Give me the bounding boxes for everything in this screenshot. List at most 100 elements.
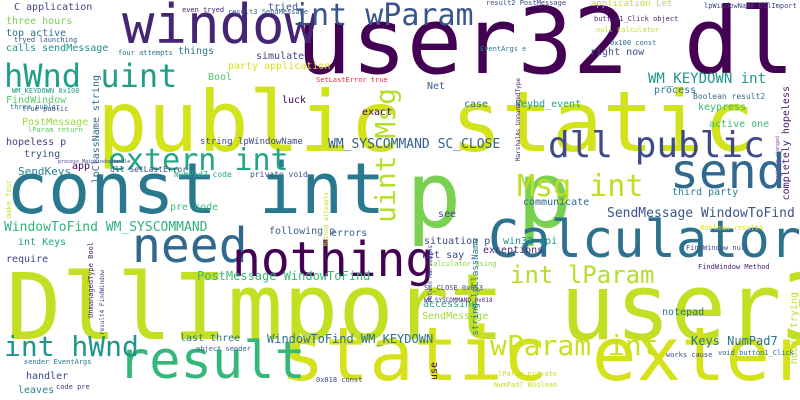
word-string-lpwindowname: string lpWindowName — [200, 137, 303, 147]
word-notepad: notepad — [662, 307, 705, 318]
word-let-say: Let say — [422, 250, 465, 261]
word-object-sender: object sender — [196, 345, 251, 353]
word-works-cause: works cause — [666, 351, 713, 359]
word-wm-keydown-int: WM_KEYDOWN int — [648, 71, 767, 87]
word-see: see — [438, 209, 457, 220]
word-require: require — [6, 254, 49, 265]
word-sendmessage-windowtofind: SendMessage WindowToFind — [607, 206, 795, 221]
word-findwindow-method: FindWindow Method — [698, 263, 770, 271]
word-unmanagedtype-bool: UnmanagedType Bool — [87, 242, 95, 318]
word-marshalas-unmanagedtype: MarshalAs UnmanagedType — [515, 78, 522, 162]
word-app: app — [72, 161, 91, 172]
word-numpad7-boolean: NumPad7 Boolean — [494, 381, 558, 389]
word-third-party: third party — [672, 187, 739, 198]
word-exceptions: exceptions — [483, 245, 544, 256]
word-lparam-return: lParam return — [28, 126, 83, 134]
word-string-lpclassname: string lpClassName — [471, 238, 481, 336]
word-0x100-const: 0x100 const — [610, 39, 657, 47]
word-three-public: three public — [10, 103, 61, 111]
word-hopeless-p: hopeless p — [6, 137, 67, 148]
word-dll-public: dll public — [548, 125, 765, 166]
word-luck: luck — [282, 95, 307, 106]
word-int-wparam: int wParam — [293, 0, 474, 33]
word-tried: tried — [268, 2, 299, 13]
word-windowtofind-wm-syscommand: WindowToFind WM_SYSCOMMAND — [4, 220, 208, 235]
word-postmessage: PostMessage — [22, 117, 89, 128]
word-lpclassname-string: lpClassName string — [91, 75, 102, 184]
word-postmessage-windowtofind: PostMessage WindowToFind — [197, 269, 371, 283]
word-trying: trying — [24, 149, 61, 160]
word-dll-setlasterror: dll SetLastError — [110, 165, 188, 174]
word-c-application: C application — [14, 2, 93, 13]
word-lpwindowname-dllimport: lpWindowName DllImport — [704, 2, 797, 10]
word-last-three: last three — [180, 333, 241, 344]
word-boolean-result2: Boolean result2 — [693, 92, 766, 101]
word-three-hours: three hours — [6, 16, 73, 27]
word-exact: exact — [362, 107, 393, 118]
word-make-four: make four — [5, 180, 13, 218]
word-method-attempts: Method attempts — [323, 192, 330, 247]
word-setlasterror-true: SetLastError true — [316, 76, 388, 84]
word-party-application: party application — [228, 61, 331, 72]
word-sendkeys: SendKeys — [18, 165, 71, 178]
word-following-p: following p — [269, 226, 336, 237]
word-pre-code: pre code — [170, 202, 219, 213]
word-need: need — [132, 218, 248, 274]
word-eventargs-e: EventArgs e — [480, 45, 527, 53]
word-communicate: communicate — [523, 197, 590, 208]
word-result4-findwindow: result4 FindWindow — [99, 270, 106, 336]
word-calls-sendmessage: calls sendMessage — [6, 43, 109, 54]
word-dllimport-user32: DllImport user32 — [6, 254, 800, 361]
word-tryed-launching: tryed launching — [14, 36, 78, 44]
word-bool: Bool — [208, 72, 233, 83]
word-result3-sendmessage: result3 SendMessage — [228, 8, 309, 16]
word-int-keys: int Keys — [18, 237, 67, 248]
word-wm-syscommand-0x018: WM_SYSCOMMAND 0x018 — [424, 297, 493, 304]
word-situation-p: situation p — [424, 236, 491, 247]
word-process-mainwindowhandle: process MainWindowHandle — [58, 159, 131, 165]
word-calculator-using: Calculator Using — [429, 260, 497, 268]
word-wm-keydown-0x100: WM_KEYDOWN 0x100 — [12, 87, 80, 95]
word-const-int: const int — [6, 148, 386, 230]
word-top-active: top active — [6, 28, 67, 39]
word-sender-eventargs: sender EventArgs — [24, 358, 92, 366]
word-true-public: true public — [22, 105, 69, 113]
word-window: window — [122, 0, 318, 56]
word-keys-numpad7: Keys NumPad7 — [691, 334, 778, 348]
word-right-now: right now — [590, 47, 645, 58]
word-things: things — [178, 46, 215, 57]
word-findwindow: FindWindow — [6, 95, 67, 106]
word-0x018-const: 0x018 const — [316, 376, 363, 384]
word-static-extern: static extern — [280, 312, 800, 398]
word-numpad7-code: NumPad7 code — [174, 170, 232, 179]
word-user32-dll: user32 dll — [296, 0, 800, 95]
word-return-marshalas: return MarshalAs — [427, 245, 434, 303]
word-button1-click-object: button1_Click object — [594, 15, 679, 23]
word-leaves: leaves — [18, 385, 55, 396]
word-errors: errors — [331, 228, 368, 239]
word-even-tryed: even tryed — [182, 6, 225, 14]
word-use: use — [429, 362, 440, 381]
word-completely-hopeless: completely hopeless — [781, 86, 792, 201]
word-findwindow-null: FindWindow null — [686, 244, 750, 252]
word-int-hwnd: int hWnd — [4, 330, 139, 363]
word-p-p: p p — [406, 142, 573, 249]
word-result2-postmessage: result2 PostMessage — [486, 0, 567, 7]
word-simulate: simulate — [256, 51, 305, 62]
word-nothing-changed: nothing changed — [775, 136, 781, 182]
word-active-one: active one — [709, 119, 770, 130]
word-process: process — [654, 85, 697, 96]
word-send: send — [670, 144, 786, 200]
word-case: case — [464, 99, 489, 110]
word-private-void: private void — [250, 170, 308, 179]
word-net: Net — [427, 81, 446, 92]
word-windowtofind-wm-keydown: WindowToFind WM_KEYDOWN — [267, 332, 434, 346]
word-boolean-result4: Boolean result4 — [700, 224, 764, 232]
word-application-let: application Let — [591, 0, 673, 9]
word-four-attempts: four attempts — [118, 49, 173, 57]
word-sc-close-0x053: SC_CLOSE 0x053 — [424, 284, 484, 292]
word-keybd-event: keybd_event — [515, 99, 582, 110]
word-code-pre: code pre — [56, 383, 90, 391]
word-keypress: keypress — [698, 102, 747, 113]
word-lparam-private: lParam private — [498, 370, 558, 378]
